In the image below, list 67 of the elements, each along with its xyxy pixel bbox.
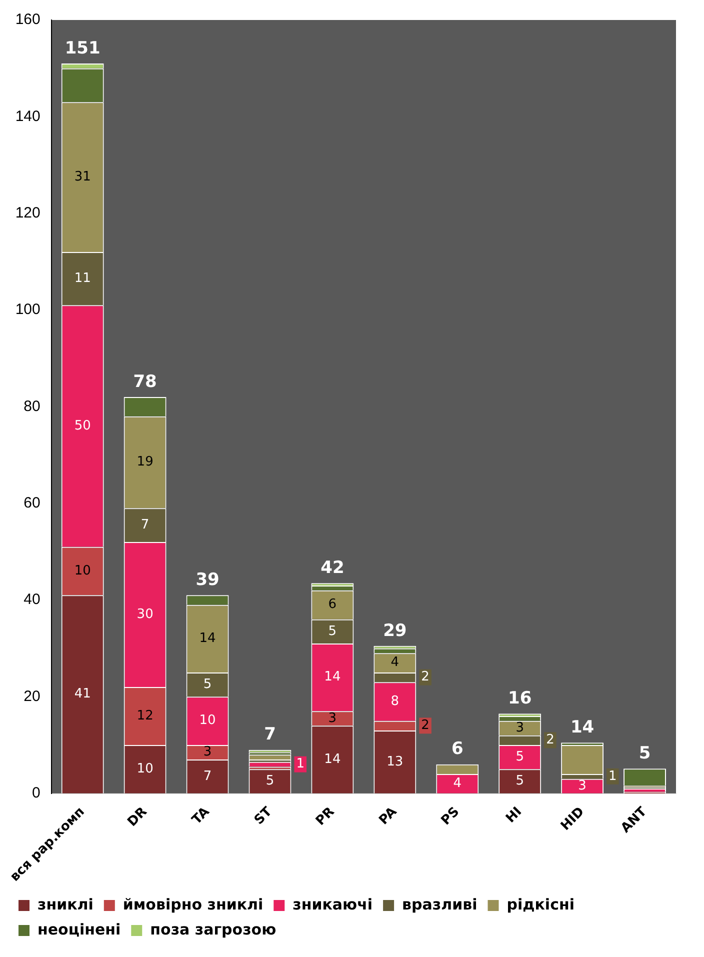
x-tick-label: ST: [252, 804, 276, 828]
data-label: 19: [136, 454, 154, 470]
legend-label: вразливі: [402, 895, 478, 914]
x-tick-label: DR: [124, 804, 150, 830]
data-label: 1: [296, 756, 304, 772]
data-label: 10: [199, 713, 216, 728]
legend-label: поза загрозою: [150, 920, 276, 938]
data-label: 14: [199, 631, 216, 646]
data-label: 14: [324, 670, 341, 685]
x-tick-label: PA: [376, 804, 400, 828]
y-tick-label: 160: [15, 11, 40, 28]
data-label: 10: [136, 762, 154, 777]
data-label: 6: [328, 597, 337, 612]
data-label: 50: [74, 418, 91, 434]
data-label: 7: [203, 768, 212, 784]
data-label: 41: [74, 686, 91, 702]
total-label: 5: [638, 744, 651, 764]
legend-label: ймовірно зниклі: [122, 895, 264, 914]
x-tick-label: PS: [438, 804, 463, 828]
legend-label: зникаючі: [292, 895, 373, 914]
data-label: 2: [421, 670, 430, 685]
data-label: 13: [386, 754, 404, 770]
y-tick-label: 40: [24, 591, 40, 608]
data-label: 4: [453, 776, 462, 792]
legend-label: рідкісні: [506, 895, 574, 914]
data-label: 2: [421, 718, 430, 734]
x-tick-label: HI: [503, 804, 526, 826]
total-label: 29: [383, 620, 407, 641]
total-label: 7: [264, 724, 276, 745]
total-label: 151: [64, 38, 100, 58]
data-label: 5: [328, 624, 337, 639]
data-label: 7: [140, 517, 150, 532]
total-label: 42: [320, 558, 344, 578]
y-tick-label: 100: [15, 301, 40, 318]
y-tick-label: 120: [15, 204, 40, 222]
data-label: 12: [136, 708, 154, 724]
data-label: 30: [136, 606, 154, 622]
total-label: 14: [570, 718, 594, 738]
data-label: 31: [74, 169, 91, 184]
total-label: 78: [133, 372, 157, 392]
total-label: 39: [196, 570, 220, 590]
x-tick-label: TA: [189, 804, 213, 828]
data-label: 3: [203, 744, 212, 760]
data-label: 1: [608, 768, 617, 784]
data-label: 4: [390, 655, 400, 670]
data-label: 14: [324, 752, 341, 767]
data-label: 10: [74, 563, 91, 578]
data-label: 2: [546, 732, 554, 748]
data-label: 8: [390, 694, 400, 709]
data-label: 5: [516, 774, 524, 789]
y-tick-label: 0: [32, 784, 40, 802]
legend-label: неоцінені: [38, 920, 121, 938]
y-tick-label: 20: [24, 688, 40, 705]
data-label: 5: [203, 676, 212, 692]
y-tick-label: 140: [15, 108, 40, 125]
data-label: 3: [578, 778, 586, 794]
total-label: 16: [508, 688, 532, 708]
y-tick-label: 80: [24, 398, 40, 415]
total-label: 6: [451, 739, 464, 760]
data-label: 5: [516, 749, 524, 764]
data-label: 11: [74, 270, 91, 286]
legend-label: зниклі: [38, 895, 94, 914]
data-label: 3: [328, 710, 337, 726]
data-label: 5: [266, 774, 274, 789]
data-label: 3: [516, 720, 524, 736]
x-tick-label: PR: [313, 804, 338, 829]
y-tick-label: 60: [24, 494, 40, 512]
